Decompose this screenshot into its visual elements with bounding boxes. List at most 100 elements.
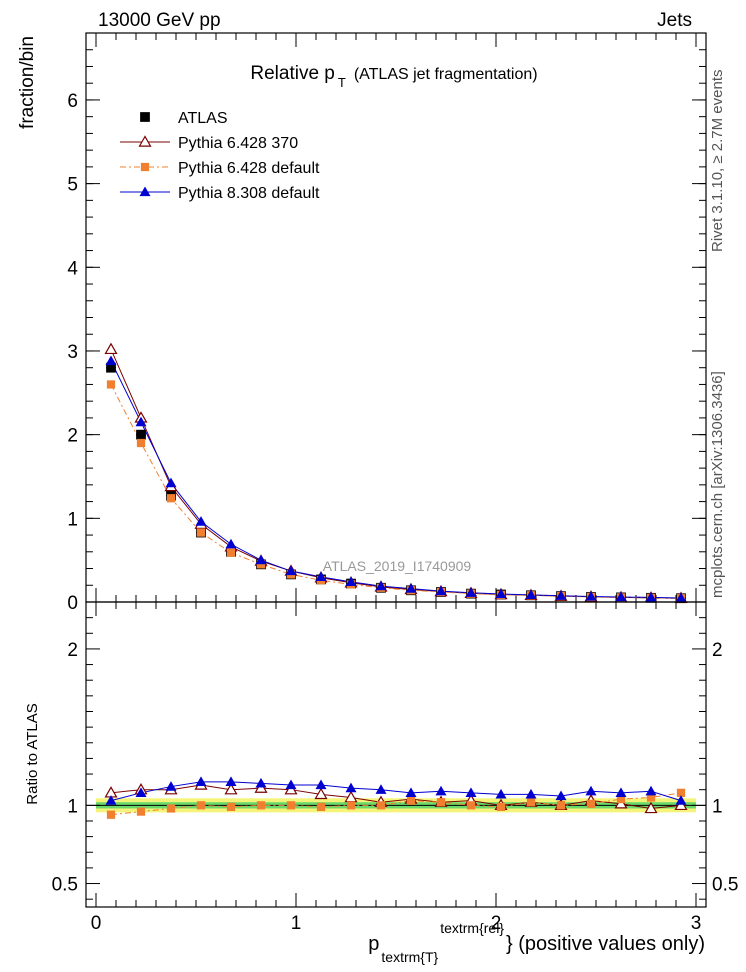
legend-marker-pythia-6-428-default — [140, 162, 150, 172]
ratio-ylabel: Ratio to ATLAS — [24, 703, 41, 804]
ratio-point-pythia-8-308-default-2 — [165, 781, 177, 791]
side-label-mcplots: mcplots.cern.ch [arXiv:1306.3436] — [709, 371, 726, 598]
ratio-point-pythia-8-308-default-10 — [405, 787, 417, 797]
analysis-tag: ATLAS_2019_I1740909 — [323, 558, 472, 574]
ratio-point-pythia-8-308-default-15 — [555, 790, 567, 801]
ratio-point-pythia-6-428-default-15 — [556, 801, 566, 810]
ratio-point-pythia-8-308-default-11 — [435, 785, 447, 796]
xlabel-sub: textrm{T} — [381, 949, 438, 965]
ratio-point-pythia-8-308-default-3 — [195, 776, 207, 786]
main-point-atlas-0 — [106, 362, 116, 373]
ratio-point-pythia-6-428-370-4 — [224, 782, 238, 795]
main-point-pythia-8-308-default-8 — [345, 576, 357, 587]
main-point-pythia-6-428-default-3 — [196, 528, 206, 537]
xlabel-sup: textrm{rel} — [440, 920, 504, 936]
ratio-point-pythia-6-428-default-0 — [106, 810, 116, 819]
ratio-line-pythia-8-308-default — [110, 781, 682, 802]
legend-marker-atlas — [140, 112, 150, 122]
ratio-ytick-label-left-0: 0.5 — [52, 875, 78, 896]
ratio-point-pythia-6-428-default-12 — [466, 801, 476, 810]
legend-label-pythia-6-428-370: Pythia 6.428 370 — [178, 135, 298, 152]
main-ytick-label-1: 1 — [67, 509, 78, 530]
ratio-point-pythia-6-428-default-13 — [496, 802, 506, 812]
ratio-ytick-label-left-2: 2 — [67, 640, 78, 661]
ratio-point-pythia-6-428-default-11 — [436, 798, 446, 807]
main-point-pythia-8-308-default-11 — [435, 585, 447, 596]
main-point-pythia-8-308-default-17 — [615, 591, 627, 602]
ratio-point-pythia-8-308-default-14 — [525, 788, 537, 799]
ratio-point-pythia-6-428-default-14 — [526, 798, 536, 807]
main-point-atlas-1 — [136, 429, 146, 440]
ratio-point-pythia-8-308-default-18 — [645, 785, 657, 796]
ratio-point-pythia-8-308-default-9 — [375, 784, 387, 794]
ratio-point-pythia-6-428-default-19 — [676, 788, 686, 797]
main-point-pythia-8-308-default-2 — [165, 477, 177, 488]
ratio-point-pythia-8-308-default-7 — [315, 779, 327, 790]
ratio-point-pythia-6-428-default-1 — [136, 807, 146, 816]
ratio-point-pythia-8-308-default-6 — [285, 779, 297, 790]
legend: ATLAS Pythia 6.428 370 Pythia 6.428 defaul… — [120, 110, 320, 202]
main-title-sub: T — [338, 75, 346, 90]
ratio-xtick-label-1: 1 — [291, 913, 302, 934]
ratio-xtick-label-3: 3 — [691, 913, 702, 934]
ratio-point-pythia-6-428-default-17 — [616, 794, 626, 804]
ratio-point-pythia-6-428-370-18 — [644, 801, 658, 814]
ratio-point-pythia-8-308-default-17 — [615, 787, 627, 797]
main-point-pythia-6-428-default-1 — [136, 438, 146, 448]
legend-label-pythia-8-308-default: Pythia 8.308 default — [178, 185, 320, 202]
main-point-pythia-6-428-default-0 — [106, 380, 116, 389]
ratio-panel: 0.5 0.5 1 1 2 2 0 1 2 3 Ratio to ATLAS ptextrm{T}… — [24, 601, 738, 965]
main-point-pythia-8-308-default-12 — [465, 587, 477, 597]
main-point-pythia-6-428-default-2 — [166, 494, 176, 503]
main-title-main: Relative p — [250, 63, 335, 84]
main-point-pythia-8-308-default-0 — [105, 355, 117, 366]
main-ytick-label-6: 6 — [67, 91, 78, 112]
main-point-pythia-8-308-default-14 — [525, 589, 537, 600]
ratio-point-pythia-8-308-default-1 — [135, 787, 147, 797]
side-label-rivet: Rivet 3.1.10, ≥ 2.7M events — [709, 70, 726, 253]
main-point-pythia-6-428-default-4 — [226, 548, 236, 557]
main-point-pythia-8-308-default-10 — [405, 583, 417, 593]
main-ylabel: fraction/bin — [17, 36, 38, 129]
main-point-pythia-8-308-default-16 — [585, 591, 597, 601]
main-ytick-label-3: 3 — [67, 342, 78, 363]
main-ytick-label-2: 2 — [67, 426, 78, 447]
main-panel: 0 1 2 3 4 5 6 Relative p T (ATLAS jet fragmentat… — [17, 32, 707, 614]
ratio-point-pythia-6-428-default-3 — [196, 801, 206, 810]
legend-label-atlas: ATLAS — [178, 110, 228, 127]
header-right-label: Jets — [657, 10, 692, 31]
ratio-point-pythia-8-308-default-0 — [105, 795, 117, 805]
ratio-xtick-label-2: 2 — [491, 913, 502, 934]
legend-marker-pythia-6-428-370 — [138, 135, 152, 147]
ratio-point-pythia-8-308-default-5 — [255, 777, 267, 788]
main-point-pythia-8-308-default-6 — [285, 565, 297, 576]
ratio-point-pythia-6-428-default-5 — [256, 801, 266, 810]
ratio-point-pythia-6-428-default-4 — [226, 802, 236, 812]
ratio-point-pythia-6-428-default-18 — [646, 793, 656, 802]
ratio-point-pythia-8-308-default-12 — [465, 787, 477, 797]
legend-label-pythia-6-428-default: Pythia 6.428 default — [178, 160, 320, 177]
main-ytick-label-5: 5 — [67, 175, 78, 196]
ratio-xtick-label-0: 0 — [91, 913, 102, 934]
ratio-point-pythia-8-308-default-4 — [225, 776, 237, 786]
xlabel-tail: } (positive values only) — [506, 933, 705, 955]
ratio-point-pythia-8-308-default-13 — [495, 788, 507, 799]
main-title: Relative p T (ATLAS jet fragmentation) — [250, 63, 537, 90]
main-point-pythia-8-308-default-7 — [315, 571, 327, 582]
ratio-ytick-label-right-0: 0.5 — [712, 875, 738, 896]
main-point-pythia-8-308-default-15 — [555, 590, 567, 600]
main-point-pythia-8-308-default-1 — [135, 416, 147, 427]
ratio-point-pythia-6-428-default-7 — [316, 802, 326, 812]
ratio-plot-frame — [85, 601, 707, 908]
main-point-pythia-8-308-default-19 — [675, 592, 687, 603]
main-point-pythia-8-308-default-4 — [225, 538, 237, 549]
ratio-point-pythia-6-428-default-10 — [406, 796, 416, 805]
ratio-point-pythia-6-428-default-9 — [376, 801, 386, 810]
ratio-ytick-label-right-2: 2 — [712, 640, 723, 661]
main-ytick-label-0: 0 — [67, 593, 78, 614]
main-point-pythia-6-428-370-0 — [104, 342, 118, 355]
legend-marker-pythia-8-308-default — [139, 186, 151, 197]
main-point-pythia-8-308-default-5 — [255, 554, 267, 565]
main-point-pythia-6-428-default-5 — [256, 560, 266, 569]
main-ytick-label-4: 4 — [67, 258, 78, 279]
